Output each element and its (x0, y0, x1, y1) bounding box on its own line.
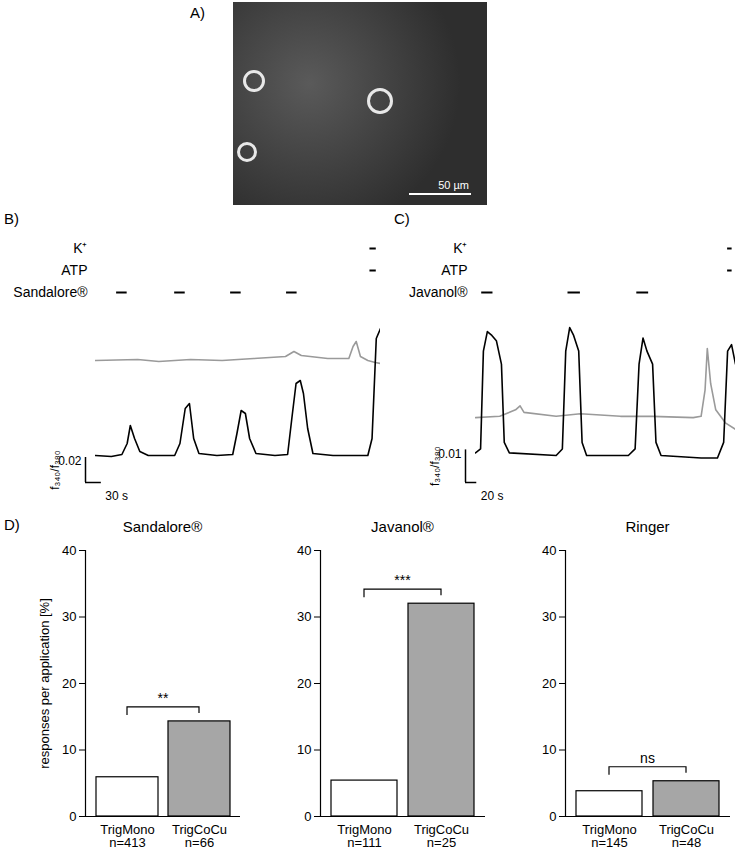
svg-text:30: 30 (297, 609, 311, 624)
svg-text:Sandalore®: Sandalore® (13, 284, 88, 300)
html-text:A): A) (190, 4, 205, 21)
html-text:D): D) (4, 516, 20, 533)
svg-text:Javanol®: Javanol® (409, 284, 468, 300)
svg-text:40: 40 (542, 543, 556, 558)
svg-text:20: 20 (62, 676, 76, 691)
svg-text:10: 10 (542, 742, 556, 757)
html-text:B): B) (4, 210, 19, 227)
svg-text:0: 0 (304, 809, 311, 824)
svg-text:f₃₄₀/f₃₈₀: f₃₄₀/f₃₈₀ (48, 450, 62, 490)
html-text:50 µm: 50 µm (438, 179, 469, 191)
svg-text:ATP: ATP (441, 262, 467, 278)
html-text:Sandalore®: Sandalore® (122, 518, 203, 535)
svg-text:f₃₄₀/f₃₈₀: f₃₄₀/f₃₈₀ (428, 446, 442, 486)
svg-text:40: 40 (62, 543, 76, 558)
svg-text:***: *** (394, 572, 411, 588)
svg-text:TrigMonon=413: TrigMonon=413 (100, 822, 154, 850)
svg-text:30: 30 (62, 609, 76, 624)
svg-text:responses per application [%]: responses per application [%] (37, 598, 52, 769)
html-text:C): C) (394, 210, 410, 227)
html-text:Javanol®: Javanol® (371, 518, 434, 535)
svg-text:30 s: 30 s (105, 489, 128, 503)
svg-text:40: 40 (297, 543, 311, 558)
svg-text:TrigMonon=111: TrigMonon=111 (337, 822, 391, 850)
svg-text:20: 20 (542, 676, 556, 691)
svg-text:20: 20 (297, 676, 311, 691)
svg-text:0: 0 (549, 809, 556, 824)
svg-text:10: 10 (62, 742, 76, 757)
svg-text:10: 10 (297, 742, 311, 757)
svg-text:TrigMonon=145: TrigMonon=145 (582, 822, 636, 850)
svg-text:TrigCoCun=25: TrigCoCun=25 (414, 822, 469, 850)
svg-text:ns: ns (640, 750, 655, 766)
svg-text:**: ** (158, 690, 169, 706)
html-text:Ringer: Ringer (625, 518, 670, 535)
svg-text:K⁺: K⁺ (453, 240, 467, 256)
svg-text:ATP: ATP (61, 262, 87, 278)
svg-text:30: 30 (542, 609, 556, 624)
svg-text:TrigCoCun=48: TrigCoCun=48 (659, 822, 714, 850)
svg-text:20 s: 20 s (481, 489, 504, 503)
svg-text:0.02: 0.02 (58, 454, 82, 469)
svg-text:TrigCoCun=66: TrigCoCun=66 (172, 822, 227, 850)
svg-text:0: 0 (69, 809, 76, 824)
svg-text:K⁺: K⁺ (73, 240, 87, 256)
svg-text:0.01: 0.01 (438, 446, 462, 461)
